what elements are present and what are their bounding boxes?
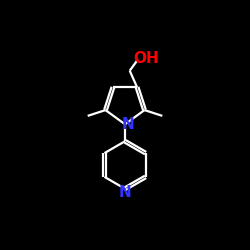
- Text: N: N: [119, 185, 132, 200]
- Text: N: N: [122, 117, 134, 132]
- Text: OH: OH: [134, 51, 160, 66]
